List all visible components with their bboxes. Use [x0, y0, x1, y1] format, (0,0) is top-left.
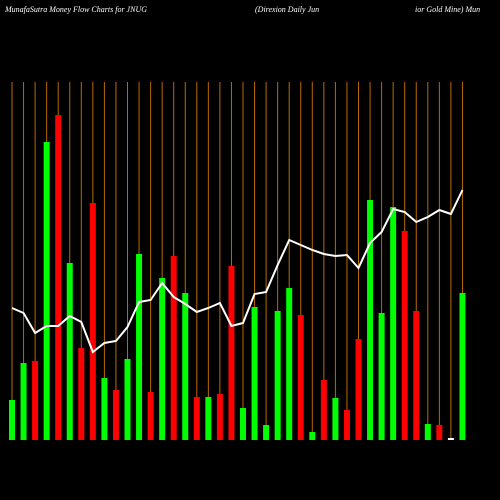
- bar: [355, 339, 362, 440]
- bar: [147, 392, 154, 440]
- bar: [332, 398, 339, 440]
- bar: [55, 115, 62, 440]
- bar: [263, 425, 270, 440]
- bar: [20, 363, 27, 440]
- bar: [459, 293, 466, 440]
- bar: [205, 397, 212, 440]
- bar: [43, 142, 50, 440]
- bar: [378, 313, 385, 440]
- bar: [413, 311, 420, 440]
- bar: [66, 263, 73, 440]
- money-flow-line: [11, 189, 464, 354]
- bar: [9, 400, 15, 440]
- bar: [228, 266, 235, 440]
- bar: [320, 380, 327, 440]
- bar: [136, 254, 143, 440]
- chart-title: (Direxion Daily Jun: [255, 5, 319, 14]
- bar: [343, 410, 350, 440]
- bar: [216, 394, 223, 440]
- bar: [447, 438, 454, 440]
- bar: [78, 348, 85, 440]
- bar: [424, 424, 431, 440]
- bar: [112, 390, 119, 440]
- chart-title: MunafaSutra Money Flow Charts for JNUG: [4, 5, 147, 14]
- chart-title: ior Gold Mine) Mun: [415, 5, 480, 14]
- bar: [193, 397, 200, 440]
- bar: [32, 361, 39, 440]
- bar: [297, 315, 304, 440]
- bar: [367, 200, 374, 440]
- bar: [274, 311, 281, 440]
- bar: [101, 378, 108, 440]
- bar: [436, 425, 443, 440]
- bar: [401, 231, 408, 440]
- bar: [251, 307, 258, 440]
- bar: [390, 207, 397, 440]
- bar: [309, 432, 316, 440]
- bar: [240, 408, 246, 440]
- bar: [89, 203, 96, 440]
- bar: [170, 256, 177, 440]
- bar: [159, 278, 166, 440]
- bar: [286, 288, 293, 440]
- bar: [182, 293, 189, 440]
- bar: [124, 359, 131, 440]
